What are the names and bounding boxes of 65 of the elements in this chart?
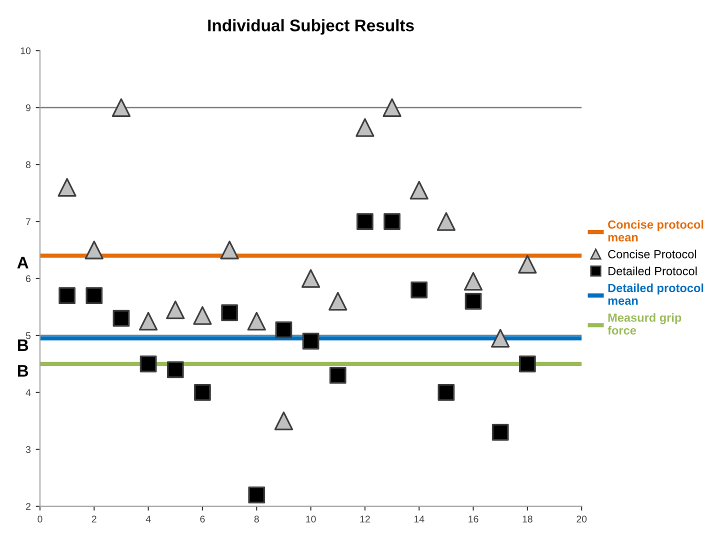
point bbox=[410, 180, 428, 200]
point bbox=[464, 292, 482, 310]
x-tick-label: 10 bbox=[306, 516, 316, 523]
point bbox=[275, 321, 292, 338]
point bbox=[58, 178, 76, 197]
point bbox=[221, 304, 238, 322]
x-tick-label: 14 bbox=[414, 516, 424, 522]
point bbox=[247, 312, 266, 331]
point bbox=[356, 118, 374, 137]
point bbox=[328, 292, 348, 311]
legend-label: Measurd grip force bbox=[608, 313, 682, 335]
x-tick-label: 16 bbox=[468, 516, 478, 523]
point bbox=[274, 412, 294, 430]
text: A bbox=[17, 256, 28, 268]
text: B bbox=[18, 339, 28, 351]
legend-label: Concise protocol mean bbox=[608, 220, 704, 242]
point bbox=[518, 254, 537, 274]
x-tick-label: 18 bbox=[522, 516, 532, 523]
point bbox=[112, 310, 130, 327]
point bbox=[248, 486, 266, 504]
point bbox=[302, 332, 320, 350]
y-tick-label: 8 bbox=[26, 161, 31, 168]
point bbox=[384, 213, 400, 230]
point bbox=[491, 328, 510, 348]
point bbox=[382, 98, 402, 117]
text: B bbox=[18, 365, 28, 377]
point bbox=[193, 306, 212, 325]
y-tick-label: 5 bbox=[26, 332, 31, 340]
point bbox=[112, 98, 131, 117]
point bbox=[58, 287, 76, 304]
point bbox=[438, 384, 455, 401]
x-tick-label: 2 bbox=[92, 516, 96, 522]
point bbox=[492, 424, 509, 441]
point bbox=[518, 355, 536, 372]
x-tick-label: 4 bbox=[146, 516, 151, 522]
x-tick-label: 8 bbox=[254, 516, 259, 523]
point bbox=[301, 269, 320, 288]
legend-label: Detailed protocol mean bbox=[608, 284, 704, 305]
chart-title: Individual Subject Results bbox=[208, 19, 414, 35]
point bbox=[140, 355, 157, 372]
y-tick-label: 10 bbox=[20, 47, 31, 54]
y-tick-label: 2 bbox=[26, 503, 30, 510]
point bbox=[194, 384, 211, 401]
y-tick-label: 6 bbox=[26, 275, 31, 282]
legend-label: Concise Protocol bbox=[608, 250, 696, 258]
x-tick-label: 20 bbox=[576, 516, 587, 523]
point bbox=[138, 312, 158, 331]
point bbox=[464, 272, 483, 291]
point bbox=[166, 300, 185, 320]
x-tick-label: 0 bbox=[38, 516, 42, 523]
point bbox=[166, 361, 184, 378]
y-tick-label: 9 bbox=[26, 104, 30, 112]
point bbox=[410, 281, 428, 298]
point bbox=[84, 240, 104, 260]
y-tick-label: 3 bbox=[26, 446, 31, 454]
x-tick-label: 12 bbox=[360, 516, 370, 522]
point bbox=[329, 366, 346, 384]
y-tick-label: 7 bbox=[26, 218, 30, 226]
x-tick-label: 6 bbox=[200, 516, 205, 523]
point bbox=[356, 213, 374, 230]
point bbox=[86, 287, 103, 304]
legend-label: Detailed Protocol bbox=[608, 266, 697, 276]
y-tick-label: 4 bbox=[26, 389, 31, 396]
point bbox=[436, 212, 456, 231]
point bbox=[220, 240, 239, 260]
